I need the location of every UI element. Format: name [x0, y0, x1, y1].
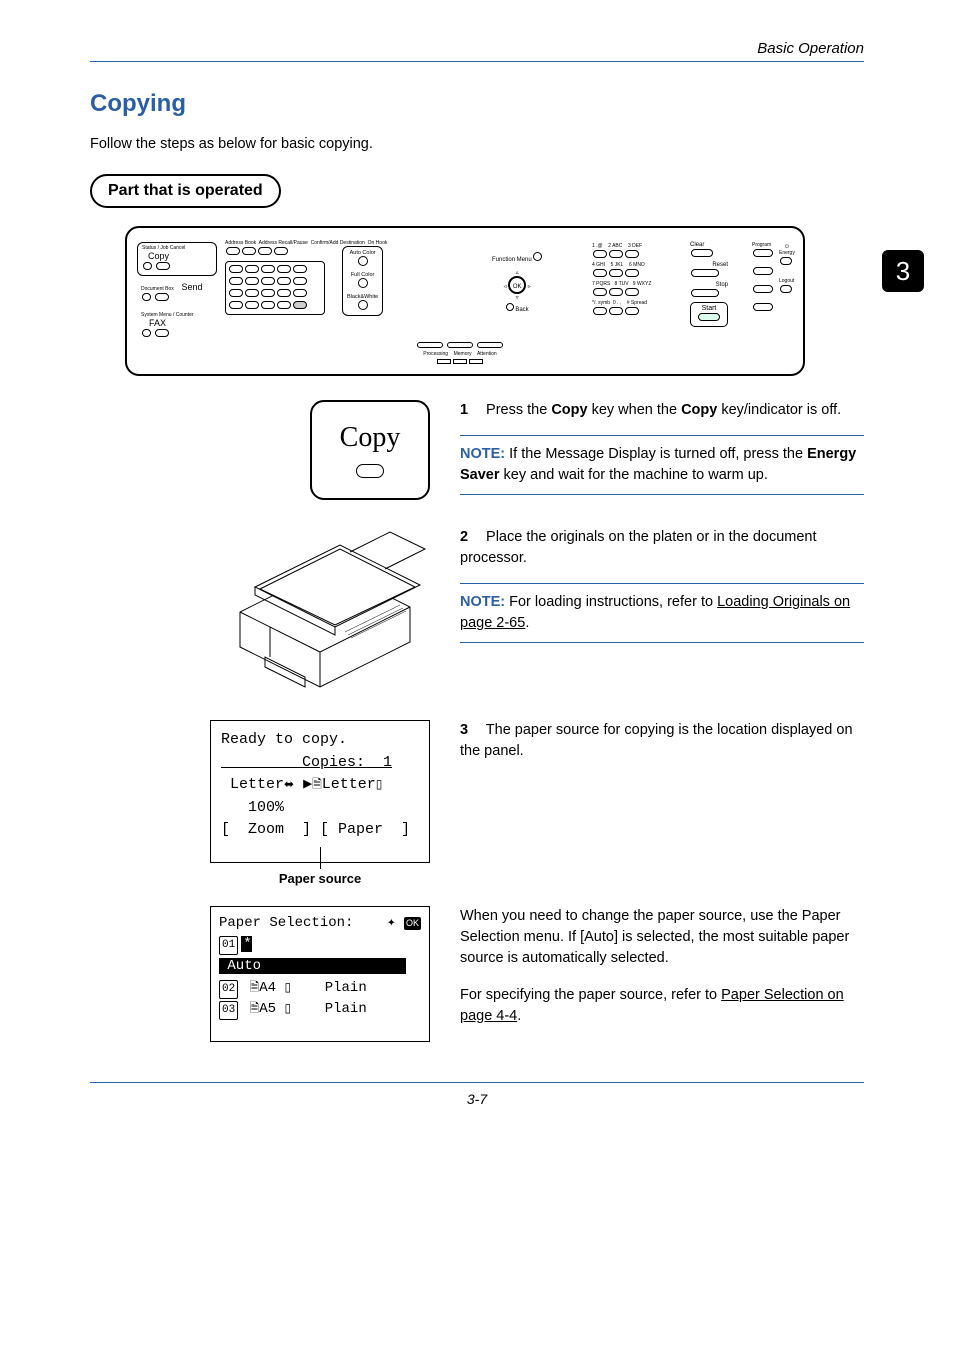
attn: Attention — [477, 351, 497, 357]
lcd2-row2: 02 🗎A4 ▯ Plain — [219, 978, 421, 1000]
np1: 1 .@ — [592, 243, 603, 249]
np3: 3 DEF — [628, 243, 642, 249]
lcd-caption: Paper source — [210, 871, 430, 886]
s3t: The paper source for copying is the loca… — [460, 722, 853, 759]
control-panel-diagram: Status / Job Cancel Copy Document Box Se… — [125, 226, 805, 376]
note-2: NOTE: For loading instructions, refer to… — [460, 583, 864, 643]
step-2-num: 2 — [460, 527, 482, 548]
lcd2-row1: 01* Auto — [219, 934, 421, 977]
s4bb: . — [517, 1008, 521, 1024]
energy: Energy — [779, 250, 795, 256]
np6: 6 MNO — [629, 262, 645, 268]
lcd2-row3: 03 🗎A5 ▯ Plain — [219, 999, 421, 1021]
page-footer: 3-7 — [90, 1082, 864, 1107]
fax-mode-label: FAX — [149, 318, 166, 328]
page-number: 3-7 — [467, 1091, 487, 1107]
step-3-num: 3 — [460, 720, 482, 741]
s1b2: Copy — [681, 402, 717, 418]
paper-sel-text: When you need to change the paper source… — [460, 906, 864, 969]
breadcrumb: Basic Operation — [90, 40, 864, 57]
send-mode-label: Send — [181, 282, 202, 292]
paper-sel-link-text: For specifying the paper source, refer t… — [460, 985, 864, 1027]
page-header: Basic Operation — [90, 40, 864, 62]
n2a: For loading instructions, refer to — [505, 594, 717, 610]
lcd1-l1: Ready to copy. — [221, 729, 419, 752]
s1b: key when the — [588, 402, 682, 418]
s1a: Press the — [486, 402, 551, 418]
np4: 4 GHI — [592, 262, 605, 268]
note-2-label: NOTE: — [460, 594, 505, 610]
n1c: key and wait for the machine to warm up. — [500, 467, 768, 483]
copy-mode-label: Copy — [148, 251, 169, 261]
s1b1: Copy — [551, 402, 587, 418]
step-1: 1 Press the Copy key when the Copy key/i… — [460, 400, 864, 421]
note-1-label: NOTE: — [460, 446, 505, 462]
np0: 0 . , — [613, 300, 621, 306]
step-3: 3 The paper source for copying is the lo… — [460, 720, 864, 762]
lcd2-title-row: Paper Selection: ✦ OK — [219, 913, 421, 935]
nphash: # Spread — [627, 300, 647, 306]
program: Program — [752, 242, 774, 248]
lcd-ready: Ready to copy. Copies: 1 Letter⬌ ▶🗎Lette… — [210, 720, 430, 863]
note-1: NOTE: If the Message Display is turned o… — [460, 435, 864, 495]
npstar: */. symb — [592, 300, 610, 306]
copy-key-illustration: Copy — [310, 400, 430, 500]
np5: 5 JKL — [611, 262, 624, 268]
np8: 8 TUV — [615, 281, 629, 287]
lcd1-l5: [ Zoom ] [ Paper ] — [221, 819, 419, 842]
start: Start — [697, 305, 721, 312]
np7: 7 PQRS — [592, 281, 610, 287]
printer-illustration — [210, 527, 430, 702]
back-label: Back — [515, 307, 528, 313]
proc: Processing — [423, 351, 448, 357]
s1c: key/indicator is off. — [717, 402, 841, 418]
intro-text: Follow the steps as below for basic copy… — [90, 136, 864, 152]
step-1-num: 1 — [460, 400, 482, 421]
copy-key-led — [356, 464, 384, 478]
logout: Logout — [779, 278, 795, 284]
np2: 2 ABC — [608, 243, 622, 249]
clear: Clear — [690, 242, 728, 248]
lcd1-l4: 100% — [221, 797, 419, 820]
fn-menu: Function Menu — [492, 257, 532, 263]
np9: 9 WXYZ — [633, 281, 652, 287]
lcd1-l2: Copies: 1 — [221, 752, 419, 775]
n1a: If the Message Display is turned off, pr… — [505, 446, 807, 462]
chapter-badge: 3 — [882, 250, 924, 292]
section-title: Copying — [90, 90, 864, 118]
step-2: 2 Place the originals on the platen or i… — [460, 527, 864, 569]
lcd2-title: Paper Selection: — [219, 915, 353, 931]
stop: Stop — [690, 282, 728, 288]
s2t: Place the originals on the platen or in … — [460, 529, 817, 566]
s4ba: For specifying the paper source, refer t… — [460, 987, 721, 1003]
part-operated-pill: Part that is operated — [90, 174, 281, 208]
copy-key-label: Copy — [340, 422, 401, 454]
lcd1-l3: Letter⬌ ▶🗎Letter▯ — [221, 774, 419, 797]
docbox-label: Document Box — [141, 286, 174, 292]
n2b: . — [525, 615, 529, 631]
reset: Reset — [690, 262, 728, 268]
mem: Memory — [454, 351, 472, 357]
lcd-paper-selection: Paper Selection: ✦ OK 01* Auto 02 🗎A4 ▯ … — [210, 906, 430, 1042]
